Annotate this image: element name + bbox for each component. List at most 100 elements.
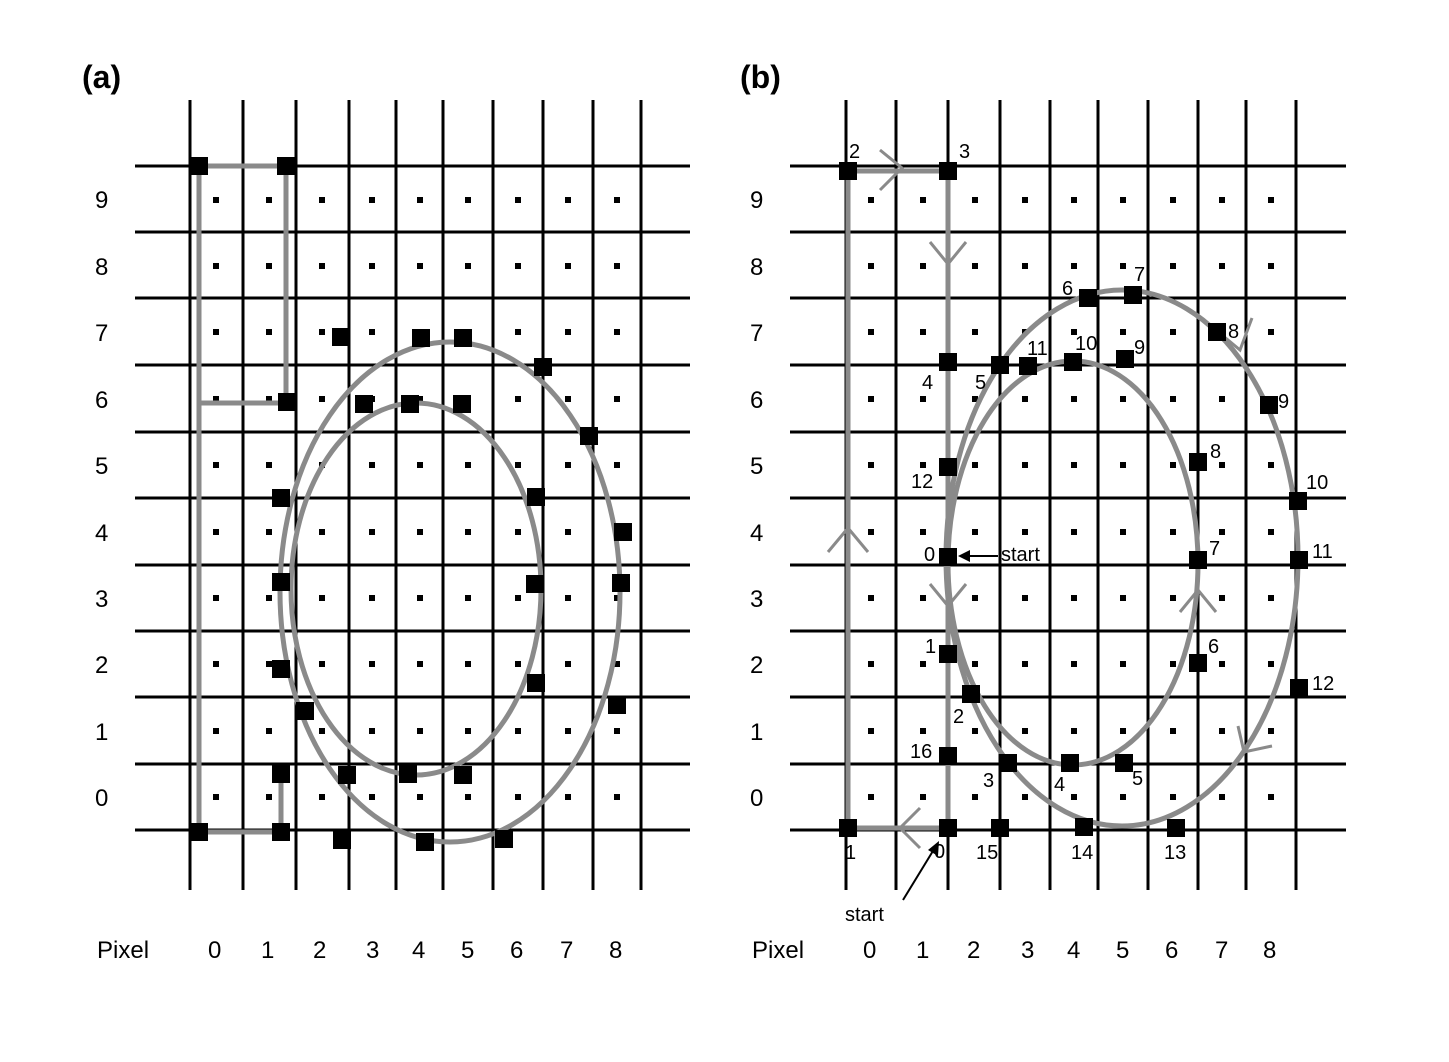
pixel-center bbox=[1071, 728, 1077, 734]
vertex-label: 15 bbox=[976, 842, 998, 864]
pixel-center bbox=[1268, 595, 1274, 601]
pixel-center bbox=[319, 661, 325, 667]
pixel-center bbox=[1268, 728, 1274, 734]
pixel-center bbox=[1120, 529, 1126, 535]
direction-arrow bbox=[1236, 725, 1273, 754]
pixel-center bbox=[972, 595, 978, 601]
pixel-axis-caption: Pixel bbox=[752, 937, 804, 964]
row-label: 4 bbox=[750, 520, 763, 547]
row-label: 6 bbox=[95, 387, 108, 414]
vertex-label: 7 bbox=[1134, 264, 1145, 286]
contour-vertex bbox=[355, 395, 373, 413]
pixel-center bbox=[614, 263, 620, 269]
pixel-center bbox=[920, 462, 926, 468]
pixel-center bbox=[1170, 728, 1176, 734]
vertex-label: 6 bbox=[1062, 278, 1073, 300]
pixel-label: 8 bbox=[1263, 937, 1276, 964]
contour-vertex bbox=[939, 747, 957, 765]
pixel-center bbox=[1120, 728, 1126, 734]
pixel-center bbox=[213, 728, 219, 734]
contour-vertex bbox=[1116, 350, 1134, 368]
pixel-center bbox=[1170, 396, 1176, 402]
pixel-center bbox=[417, 661, 423, 667]
pixel-center bbox=[1219, 595, 1225, 601]
contour-vertex bbox=[1189, 453, 1207, 471]
contour-vertex bbox=[399, 765, 417, 783]
pixel-center bbox=[266, 263, 272, 269]
contour-vertex bbox=[991, 356, 1009, 374]
pixel-center bbox=[1120, 263, 1126, 269]
contour-vertex bbox=[527, 674, 545, 692]
pixel-center bbox=[1022, 529, 1028, 535]
pixel-center bbox=[1268, 329, 1274, 335]
pixel-center bbox=[465, 595, 471, 601]
vertex-label: 11 bbox=[1027, 338, 1048, 360]
pixel-center bbox=[319, 396, 325, 402]
vertex-label: 13 bbox=[1164, 842, 1186, 864]
vertex-label: 0 bbox=[934, 841, 945, 863]
contour-vertex bbox=[401, 395, 419, 413]
pixel-center bbox=[319, 728, 325, 734]
pixel-center bbox=[1268, 794, 1274, 800]
pixel-center bbox=[515, 661, 521, 667]
pixel-center bbox=[369, 728, 375, 734]
pixel-center bbox=[1022, 728, 1028, 734]
contour-vertex bbox=[1061, 754, 1079, 772]
pixel-center bbox=[565, 396, 571, 402]
contour-vertex bbox=[580, 427, 598, 445]
row-label: 2 bbox=[750, 652, 763, 679]
vertex-label: 2 bbox=[953, 706, 964, 728]
direction-arrow bbox=[826, 525, 870, 553]
contour-vertex bbox=[939, 548, 957, 566]
pixel-center bbox=[1120, 329, 1126, 335]
contour-vertex bbox=[526, 575, 544, 593]
vertex-label: 12 bbox=[911, 471, 933, 493]
vertex-label: 4 bbox=[922, 372, 933, 394]
contour-vertex bbox=[495, 830, 513, 848]
pixel-center bbox=[1170, 197, 1176, 203]
panel-a-pixel-axis: Pixel 0 1 2 3 4 5 6 7 8 bbox=[97, 937, 622, 964]
pixel-center bbox=[868, 529, 874, 535]
pixel-label: 7 bbox=[1215, 937, 1228, 964]
pixel-label: 5 bbox=[1116, 937, 1129, 964]
contour-vertex bbox=[612, 574, 630, 592]
contour-vertex bbox=[1167, 819, 1185, 837]
direction-arrow bbox=[928, 241, 968, 267]
pixel-center bbox=[1022, 263, 1028, 269]
pixel-center bbox=[614, 462, 620, 468]
pixel-center bbox=[1120, 595, 1126, 601]
row-label: 2 bbox=[95, 652, 108, 679]
pixel-center bbox=[515, 396, 521, 402]
pixel-center bbox=[417, 263, 423, 269]
pixel-center bbox=[1071, 794, 1077, 800]
vertex-label: 8 bbox=[1210, 441, 1221, 463]
pixel-center bbox=[1120, 396, 1126, 402]
contour-vertex bbox=[296, 702, 314, 720]
pixel-center bbox=[920, 197, 926, 203]
vertex-label: 5 bbox=[1132, 768, 1143, 790]
pixel-center bbox=[465, 263, 471, 269]
vertex-label: 10 bbox=[1075, 333, 1097, 355]
pixel-center bbox=[614, 728, 620, 734]
pixel-center bbox=[972, 329, 978, 335]
pixel-center bbox=[1022, 661, 1028, 667]
pixel-label: 4 bbox=[412, 937, 425, 964]
pixel-center bbox=[1268, 263, 1274, 269]
vertex-label: 5 bbox=[975, 372, 986, 394]
pixel-center bbox=[465, 529, 471, 535]
contour-vertex bbox=[454, 329, 472, 347]
pixel-center bbox=[1170, 329, 1176, 335]
contour-vertex bbox=[1075, 818, 1093, 836]
pixel-center bbox=[565, 529, 571, 535]
pixel-center bbox=[1022, 595, 1028, 601]
row-label: 3 bbox=[95, 586, 108, 613]
start-pointer-arrowhead bbox=[958, 550, 970, 562]
contour-vertex bbox=[839, 162, 857, 180]
pixel-center bbox=[1022, 396, 1028, 402]
pixel-center bbox=[920, 529, 926, 535]
contour-vertex bbox=[190, 157, 208, 175]
pixel-center bbox=[1219, 396, 1225, 402]
pixel-center bbox=[1170, 462, 1176, 468]
pixel-label: 2 bbox=[967, 937, 980, 964]
